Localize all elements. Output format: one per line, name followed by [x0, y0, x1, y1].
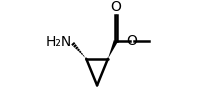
Text: O: O [110, 0, 121, 14]
Polygon shape [108, 40, 118, 59]
Text: H₂N: H₂N [45, 35, 71, 49]
Text: O: O [126, 34, 137, 48]
